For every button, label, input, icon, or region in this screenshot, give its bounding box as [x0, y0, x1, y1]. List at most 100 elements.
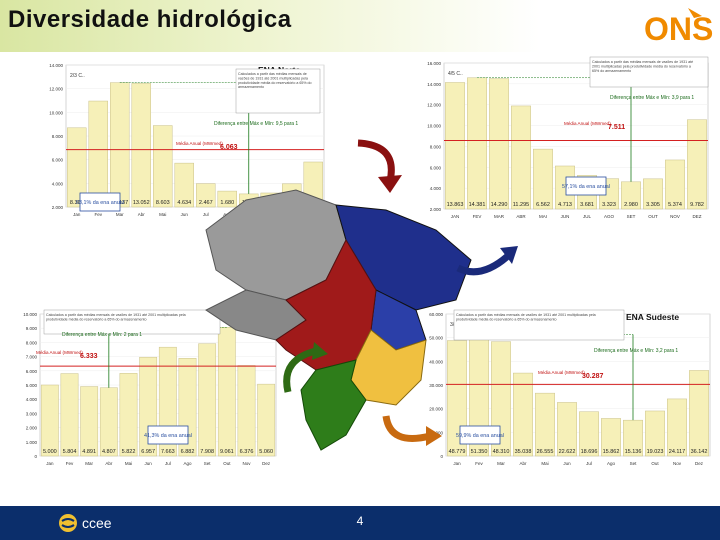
percent-callout-text: 57,1% da ena anual: [562, 184, 610, 190]
x-tick-label: Set: [630, 461, 638, 466]
x-tick-label: Nov: [242, 461, 251, 466]
ratio-label: Diferença entre Máx e Mín: 9,5 para 1: [214, 121, 298, 127]
bar: [217, 190, 237, 208]
y-tick-label: 20.000: [429, 407, 443, 412]
y-tick-label: 8.000: [26, 340, 38, 345]
x-tick-label: Ago: [607, 461, 616, 466]
page-number: 4: [356, 514, 364, 528]
bar: [80, 386, 99, 457]
map-region-norte: [205, 189, 347, 341]
x-tick-label: FEV: [473, 214, 482, 219]
bar-value-label: 3.323: [602, 202, 616, 208]
chart-panel-sudeste: 60.00050.00040.00030.00020.00010.000048.…: [414, 306, 714, 484]
x-tick-label: OUT: [648, 214, 658, 219]
bar-value-label: 4.891: [82, 449, 96, 455]
x-tick-label: Abr: [105, 461, 113, 466]
bar-value-label: 19.023: [647, 449, 664, 455]
bar: [153, 125, 173, 208]
bar: [579, 411, 599, 457]
bar-value-label: 51.350: [471, 449, 488, 455]
x-tick-label: AGO: [604, 214, 615, 219]
x-tick-label: Dez: [262, 461, 271, 466]
mean-value: 6.063: [220, 144, 238, 151]
bar: [513, 372, 533, 457]
x-tick-label: Jan: [453, 461, 461, 466]
bar: [557, 402, 577, 457]
footer-bar: [0, 506, 720, 540]
y-tick-label: 0: [34, 454, 37, 459]
y-tick-label: 9.000: [26, 326, 38, 331]
y-tick-label: 7.000: [26, 355, 38, 360]
bar-value-label: 6.882: [181, 449, 195, 455]
x-tick-label: Ago: [183, 461, 192, 466]
bar-value-label: 22.622: [559, 449, 576, 455]
ratio-label: Diferença entre Máx e Mín: 2 para 1: [62, 332, 142, 338]
y-tick-label: 10.000: [23, 312, 37, 317]
bar: [643, 178, 663, 210]
note-box: [589, 56, 709, 88]
x-tick-label: Out: [651, 461, 659, 466]
x-tick-label: SET: [627, 214, 636, 219]
y-tick-label: 12.000: [427, 103, 441, 108]
y-tick-label: 60.000: [429, 312, 443, 317]
x-tick-label: Jul: [203, 212, 209, 217]
title-bar: [0, 0, 720, 52]
ons-logo-text: ONS: [644, 11, 713, 46]
y-tick-label: 5.000: [26, 383, 38, 388]
y-tick-label: 3.000: [26, 411, 38, 416]
x-tick-label: Mar: [116, 212, 124, 217]
mean-value: 6.333: [80, 353, 98, 360]
x-tick-label: Set: [204, 461, 212, 466]
x-tick-label: Jan: [46, 461, 54, 466]
bar-value-label: 6.376: [240, 449, 254, 455]
bar-value-label: 2.467: [199, 200, 213, 206]
bar-value-label: 48.779: [449, 449, 466, 455]
bar-value-label: 7.908: [200, 449, 214, 455]
x-tick-label: Mar: [85, 461, 93, 466]
bar-value-label: 9.061: [220, 449, 234, 455]
bar-value-label: 4.713: [558, 202, 572, 208]
bar-value-label: 8.367: [70, 200, 84, 206]
bar-value-label: 14.381: [469, 202, 486, 208]
y-tick-label: 8.000: [52, 134, 64, 139]
y-tick-label: 6.000: [26, 369, 38, 374]
y-tick-label: 0: [440, 454, 443, 459]
x-tick-label: Abr: [138, 212, 146, 217]
mean-value: 7.511: [608, 124, 625, 131]
ccee-logo: ccee: [59, 514, 112, 532]
bar-value-label: 15.862: [603, 449, 620, 455]
bar-value-label: 1.680: [220, 200, 234, 206]
mean-label: Média Anual (MWmed): [176, 141, 223, 146]
bar-value-label: 9.782: [690, 202, 704, 208]
bar: [198, 343, 217, 457]
y-tick-label: 6.000: [52, 158, 64, 163]
y-tick-label: 2.000: [26, 426, 38, 431]
percent-callout-box: [147, 425, 189, 445]
mean-label: Média Anual (MWmed): [564, 121, 611, 126]
bar: [131, 83, 151, 208]
bar: [535, 392, 555, 457]
bar: [237, 365, 256, 457]
bar: [174, 162, 194, 208]
x-tick-label: Abr: [519, 461, 527, 466]
bar: [511, 105, 531, 210]
chart-panel-nordeste: 16.000 14.000 12.000 10.000 8.000 6.000 4.000 2…: [414, 55, 712, 237]
percent-callout-text: 63,1% da ena anual: [76, 200, 124, 206]
y-tick-label: 2.000: [430, 207, 442, 212]
y-tick-label: 12.000: [49, 87, 63, 92]
bar: [40, 384, 59, 457]
x-tick-label: Jun: [563, 461, 571, 466]
bar-value-label: 13.863: [447, 202, 464, 208]
bar: [257, 383, 276, 457]
y-tick-label: 10.000: [49, 110, 63, 115]
bar: [60, 373, 79, 457]
bar-value-label: 5.822: [122, 449, 136, 455]
x-tick-label: Fev: [475, 461, 483, 466]
bar-value-label: 5.374: [668, 202, 682, 208]
slide-title: Diversidade hidrológica: [8, 6, 292, 33]
percent-callout-text: 59,9% da ena anual: [456, 433, 504, 439]
bar-value-label: 4.807: [102, 449, 116, 455]
map-region-sul: [300, 359, 367, 451]
mean-label: Média Anual (MWmed): [36, 350, 83, 355]
x-tick-label: Fev: [94, 212, 102, 217]
